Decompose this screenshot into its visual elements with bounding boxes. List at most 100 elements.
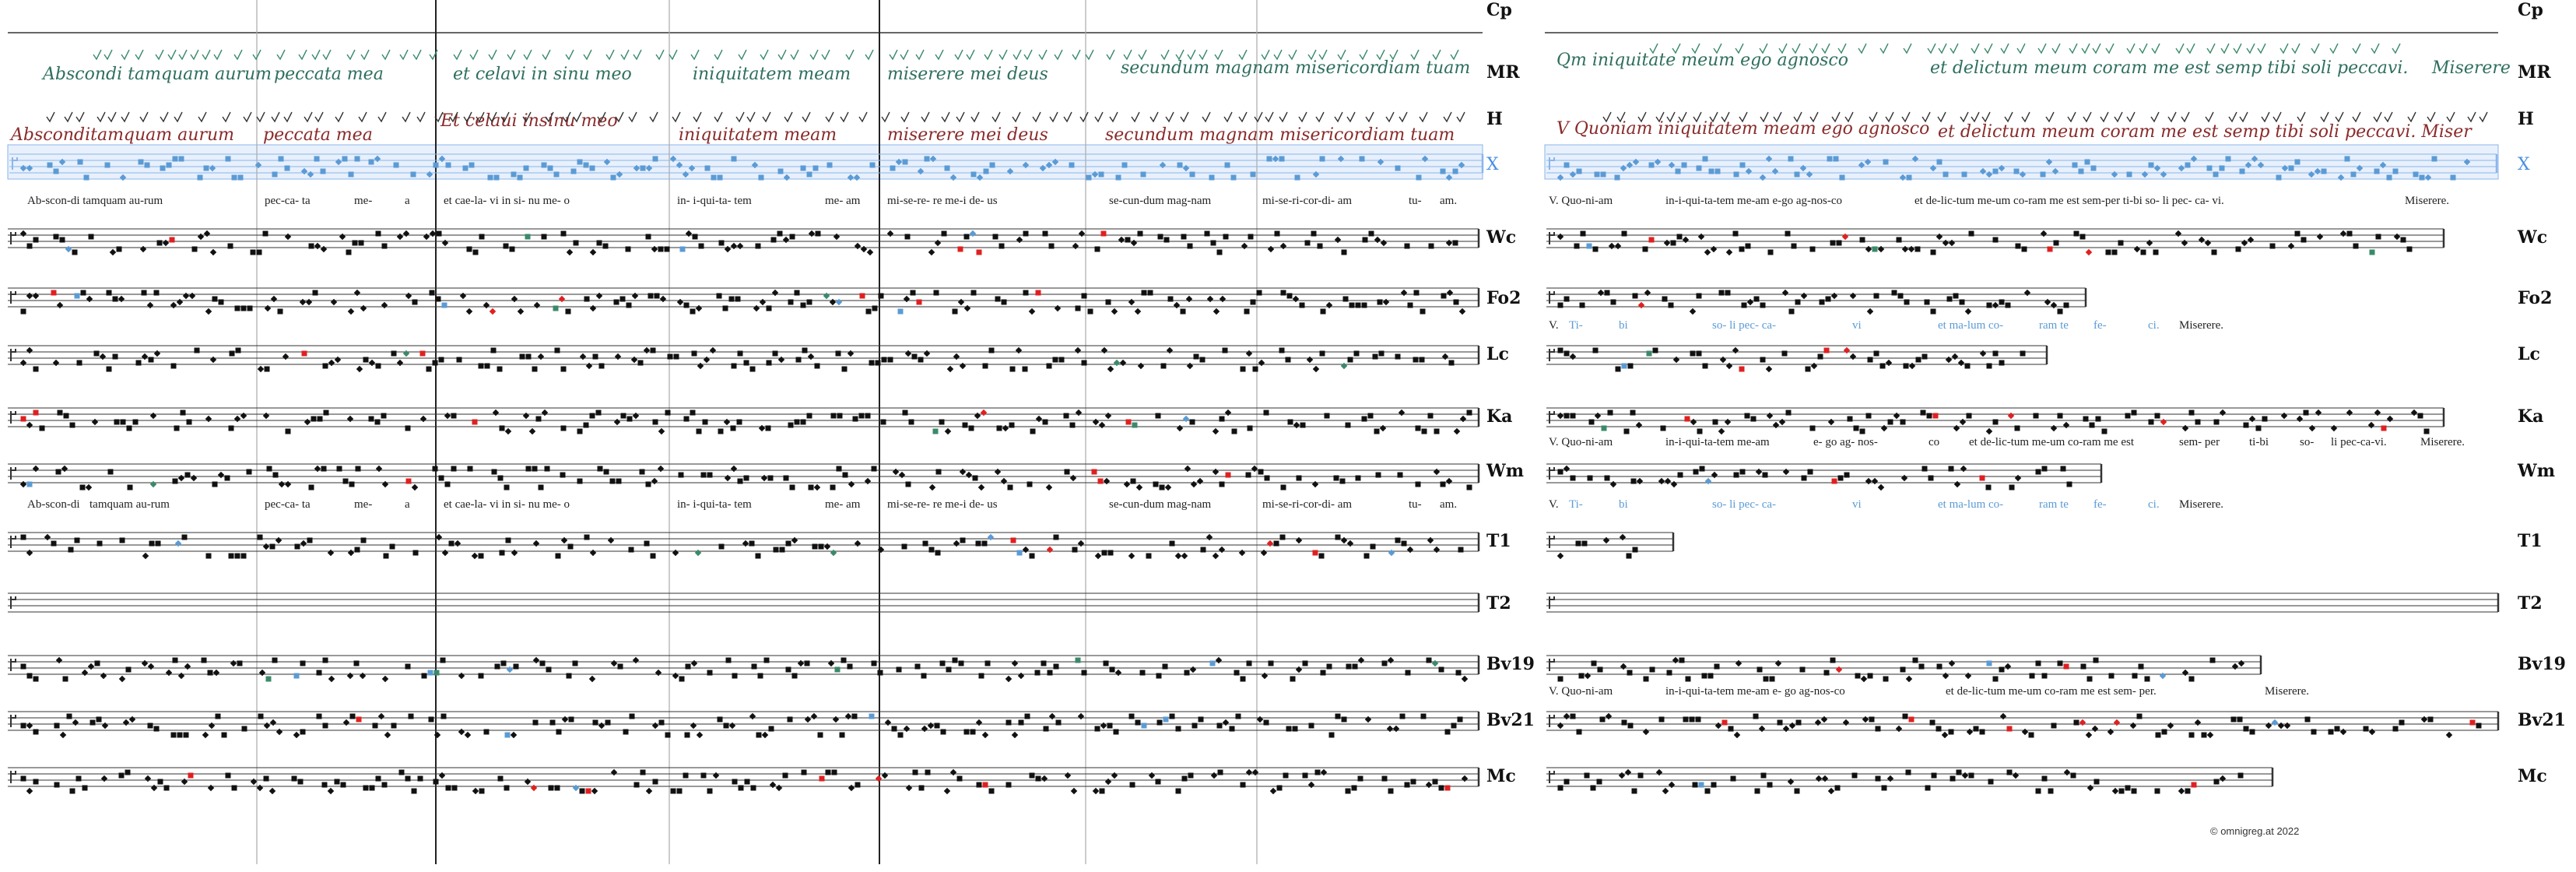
neume-bv19: [353, 660, 360, 666]
neume-mc-right: [1988, 779, 1994, 785]
neume-x: [348, 171, 354, 178]
neume-lc: [1441, 353, 1449, 360]
neume-wm-right: [1630, 478, 1637, 484]
neume-wm: [645, 481, 651, 487]
neume-wm-right: [2060, 466, 2066, 472]
neume-bv21: [665, 732, 671, 738]
neume-wc: [1163, 237, 1170, 243]
svg-text:Miserere.: Miserere.: [2265, 685, 2309, 698]
neume-bv19: [346, 672, 354, 680]
neume-fo2: [794, 290, 800, 296]
neume-wc: [59, 237, 65, 243]
row-label-bv21: Bv21: [1486, 710, 1535, 730]
neume-bv21-right: [2136, 713, 2143, 719]
neume-mc-right: [1968, 772, 1974, 779]
h-neume-mark: [1223, 111, 1233, 123]
neume-x: [652, 156, 658, 162]
neume-bv19: [405, 663, 411, 670]
neume-bv21: [1135, 719, 1141, 726]
staff-fo2-right: [1546, 287, 2087, 308]
neume-lc-right: [1621, 363, 1627, 369]
neume-mc: [1210, 772, 1218, 779]
neume-wc: [72, 249, 78, 255]
mr-neume-mark-right: [1984, 43, 1993, 54]
neume-wm: [85, 483, 93, 491]
neume-x: [1209, 174, 1215, 181]
neume-fo2: [1087, 308, 1093, 315]
neume-x-right: [1936, 159, 1943, 165]
neume-fo2-right: [2023, 289, 2031, 297]
neume-lc: [106, 366, 112, 372]
h-neume-mark: [1131, 111, 1140, 123]
neume-mc: [1092, 787, 1100, 795]
neume-wc-right: [1710, 245, 1718, 253]
neume-wm: [1339, 478, 1346, 484]
h-neume-mark: [693, 111, 702, 123]
neume-mc: [610, 768, 618, 776]
neume-mc-right: [1704, 788, 1711, 794]
neume-wm-right: [1711, 471, 1718, 479]
copyright: © omnigreg.at 2022: [2210, 825, 2299, 837]
neume-fo2: [20, 308, 26, 315]
neume-wc: [441, 239, 449, 247]
neume-wm: [1258, 469, 1264, 475]
neume-fo2-right: [1597, 289, 1605, 297]
neume-mc-right: [1815, 775, 1823, 782]
neume-mc: [738, 785, 744, 791]
neume-bv21: [258, 713, 264, 719]
neume-bv19: [300, 660, 306, 666]
neume-lc: [592, 353, 598, 360]
neume-bv21-right: [2188, 732, 2195, 738]
neume-wm: [737, 478, 743, 484]
svg-text:ram te: ram te: [2039, 319, 2069, 332]
neume-bv19: [1302, 660, 1308, 666]
neume-t1: [228, 553, 234, 559]
mr-neume-mark: [1175, 49, 1184, 61]
neume-fo2-right: [2005, 302, 2011, 308]
neume-lc: [959, 362, 967, 370]
neume-mc: [782, 772, 788, 779]
neume-lc-right: [1646, 350, 1652, 357]
neume-wc: [963, 234, 970, 240]
h-neume-mark: [97, 111, 106, 123]
neume-lc: [99, 353, 107, 360]
neume-wc: [472, 249, 479, 255]
neume-bv19: [322, 657, 328, 663]
mr-neume-mark: [900, 49, 909, 61]
neume-x: [203, 165, 209, 171]
neume-bv21-right: [1895, 725, 1903, 733]
neume-bv21: [1043, 726, 1049, 732]
neume-bv21: [316, 713, 322, 719]
neume-fo2: [489, 308, 497, 315]
mr-neume-mark: [346, 49, 356, 61]
neume-wm: [1064, 469, 1070, 475]
neume-bv21: [1328, 732, 1335, 738]
neume-mc: [1099, 788, 1105, 794]
neume-wc: [65, 245, 72, 253]
neume-bv19: [1381, 660, 1388, 666]
neume-bv19-right: [1584, 672, 1592, 680]
neume-bv21: [844, 712, 852, 720]
neume-fo2: [800, 302, 806, 308]
neume-wm: [1280, 484, 1286, 490]
neume-bv21: [1198, 716, 1204, 723]
neume-lc: [697, 362, 704, 370]
neume-wm: [977, 483, 985, 491]
neume-wc: [227, 243, 233, 249]
neume-bv19: [834, 666, 841, 673]
neume-bv19: [566, 673, 572, 679]
neume-mc: [1181, 775, 1188, 782]
neume-bv19-right: [2188, 676, 2195, 682]
neume-t1: [953, 540, 960, 547]
neume-mc: [1404, 782, 1410, 788]
h-neume-mark: [956, 111, 965, 123]
neume-x: [300, 167, 308, 175]
neume-wm-right: [1921, 466, 1928, 472]
neume-lc: [1009, 366, 1016, 372]
neume-wm-right: [1664, 477, 1672, 485]
neume-bv21: [1024, 713, 1030, 719]
neume-wc-right: [2375, 234, 2381, 240]
neume-mc: [188, 772, 194, 779]
neume-bv21: [839, 732, 845, 738]
neume-wm: [411, 483, 419, 491]
